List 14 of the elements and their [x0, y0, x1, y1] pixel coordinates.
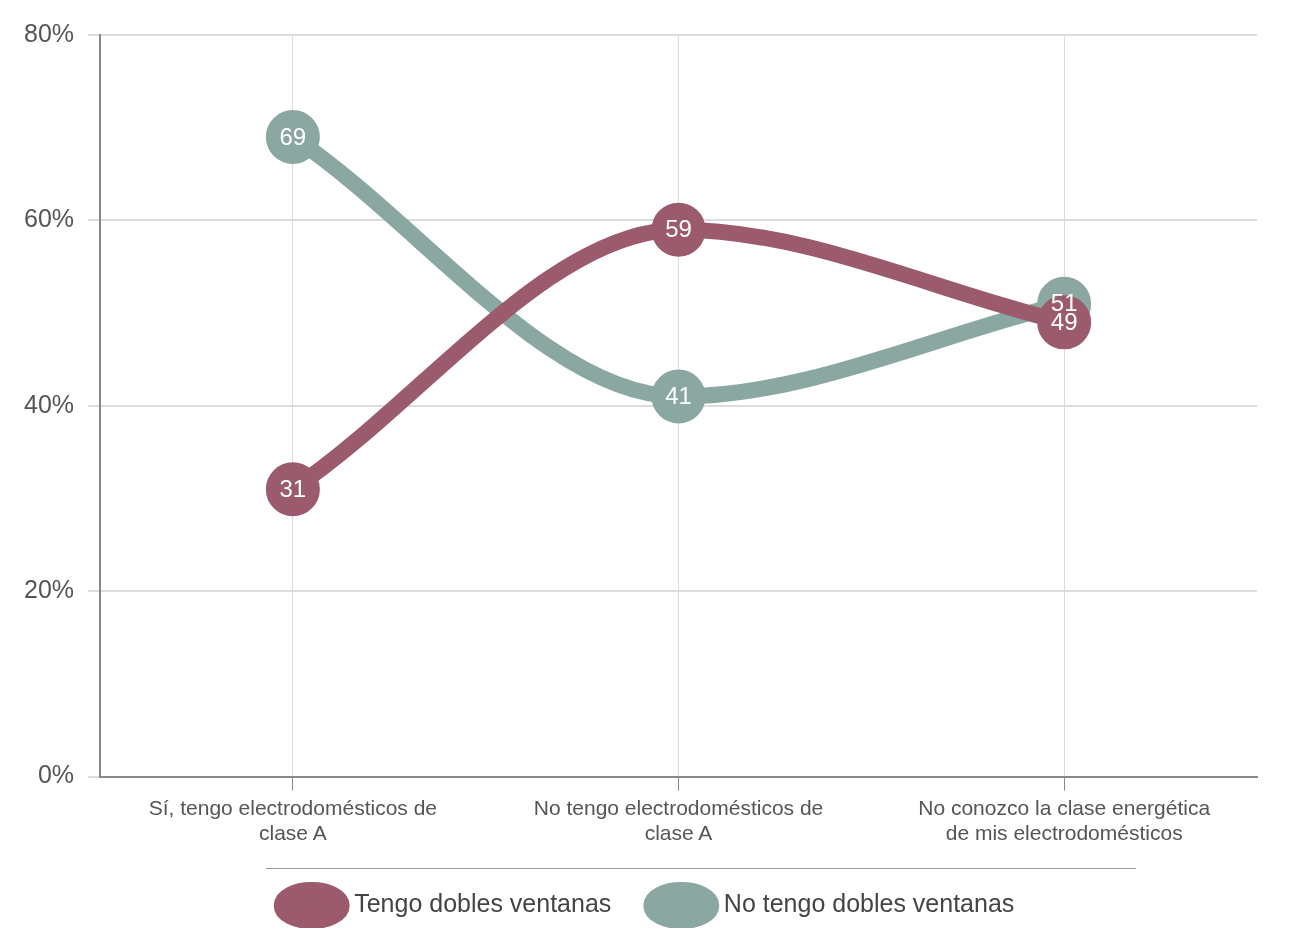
data-label: 69 [279, 122, 307, 150]
data-label: 41 [665, 382, 692, 410]
legend-label: Tengo dobles ventanas [354, 889, 612, 918]
x-tick-label: No conozco la clase energética de mis electrodomésticos [918, 796, 1211, 845]
y-tick-label: 80% [23, 18, 75, 47]
y-tick-label: 20% [23, 575, 75, 604]
legend-label: No tengo dobles ventanas [723, 889, 1015, 918]
data-label: 31 [279, 474, 307, 502]
x-tick-label: Sí, tengo electrodomésticos de clase A [148, 796, 438, 845]
x-tick-label: No tengo electrodomésticos de clase A [533, 796, 824, 845]
y-tick-label: 60% [23, 204, 75, 233]
y-tick-label: 40% [23, 389, 75, 418]
data-label: 59 [665, 215, 692, 243]
y-tick-label: 0% [37, 760, 75, 789]
